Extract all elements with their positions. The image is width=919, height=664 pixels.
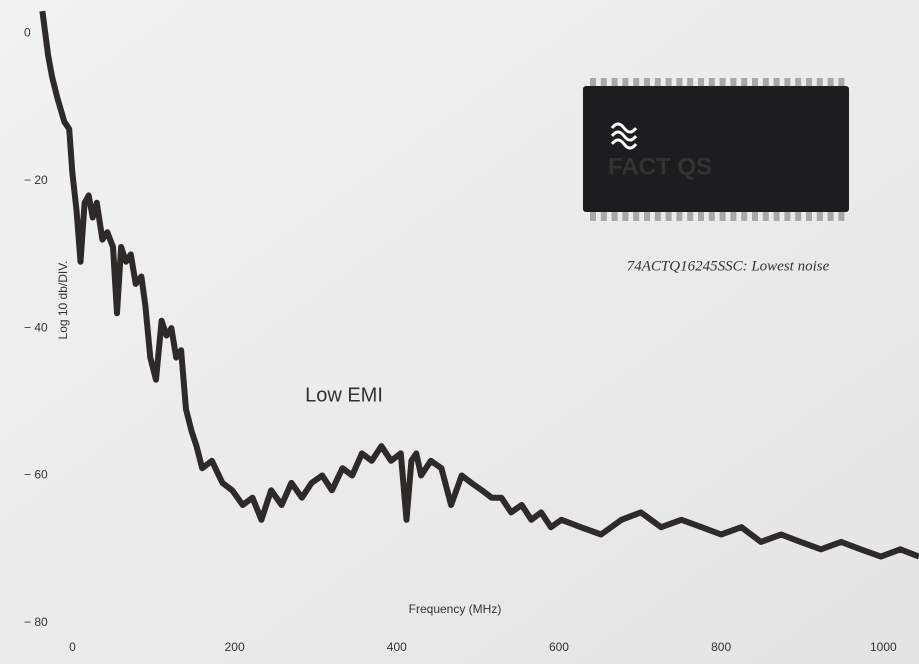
annotation: Low EMI [305,384,383,406]
chip-pin [784,211,791,221]
chip-pin [762,211,769,221]
chip-pin [762,78,769,87]
chip-pin [795,211,802,221]
chip-logo [610,122,638,150]
chip-pin [590,78,596,87]
x-tick-label: 800 [711,640,731,654]
chip-pin [708,78,715,87]
x-tick-label: 600 [549,640,569,654]
chip-pin [730,78,737,87]
chip-pin [730,211,737,221]
chip-pin [687,211,694,221]
chip-pin [600,78,607,87]
chip-pin [665,78,672,87]
chip-pin [611,78,618,87]
chip-pin [741,211,748,221]
x-tick-label: 400 [387,640,407,654]
chip-pin [644,211,650,221]
chip-pin [719,211,726,221]
line [39,10,919,560]
chip-pin [827,211,834,221]
chip-pin [708,211,715,221]
chip-pin [795,78,802,87]
chip-body [583,86,849,212]
x-tick-label: 1000 [870,640,897,654]
x-tick-label: 0 [69,640,76,654]
chip-pin [741,78,748,87]
chip-pin [654,78,661,87]
x-axis-label: Frequency (MHz) [409,602,502,616]
chip-pin [719,78,726,87]
chip-pin [676,78,683,87]
chip-pin [654,211,661,221]
chip-pin [806,78,812,87]
chip-pin [816,211,823,221]
chip-pin [633,211,640,221]
chip-pin [698,211,704,221]
chip-image [583,78,849,221]
chip-pin [644,78,650,87]
chip-pin [633,78,640,87]
chip-pin [665,211,672,221]
chip-pin [752,78,758,87]
chip-pin [611,211,618,221]
chip-pin [816,78,823,87]
chip-pin [827,78,834,87]
chip-pin [622,78,629,87]
y-tick-label: − 40 [24,320,48,334]
y-tick-label: − 80 [24,615,48,629]
chip-pin [600,211,607,221]
chip-pin [784,78,791,87]
chip-pin [806,211,812,221]
annotation: FACT QS [608,153,712,180]
chip-pin [838,78,845,87]
y-axis-label: Log 10 db/DIV. [56,261,70,340]
y-tick-label: − 60 [24,468,48,482]
chip-pin [698,78,704,87]
chip-pin [676,211,683,221]
chip-pin [687,78,694,87]
chip-pin [590,211,596,221]
annotation: 74ACTQ16245SSC: Lowest noise [627,258,830,274]
chip-pin [752,211,758,221]
chip-pin [838,211,845,221]
chip-pin [622,211,629,221]
chip-pins [590,78,845,221]
x-tick-label: 200 [225,640,245,654]
chip-pin [773,78,780,87]
y-tick-label: − 20 [24,173,48,187]
y-tick-label: 0 [24,25,31,39]
chip-pin [773,211,780,221]
